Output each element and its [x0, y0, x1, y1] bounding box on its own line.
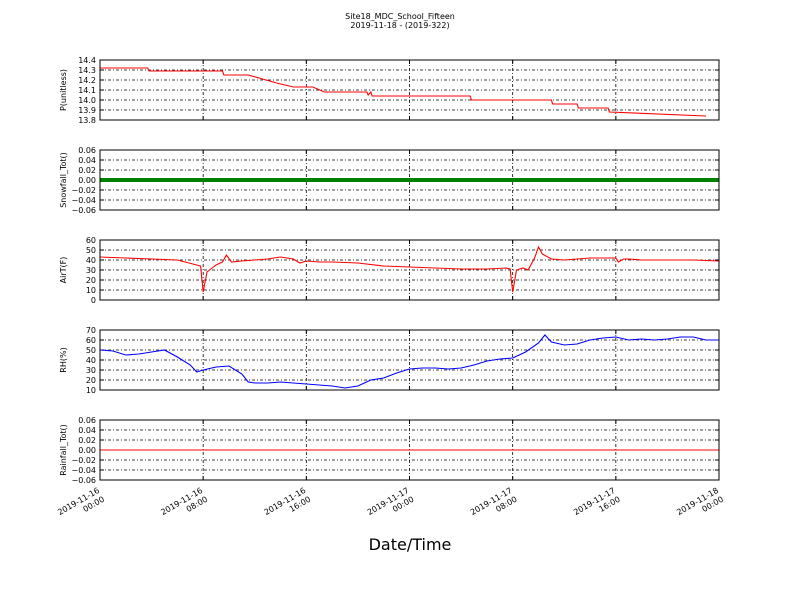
x-tick-label: 2019-11-1608:00 [159, 486, 209, 526]
y-tick-label: −0.04 [71, 466, 96, 475]
y-tick-label: 14.2 [78, 76, 96, 85]
y-tick-label: 60 [86, 236, 96, 245]
y-tick-label: −0.06 [71, 476, 96, 485]
y-tick-label: 30 [86, 366, 96, 375]
y-tick-label: 50 [86, 346, 96, 355]
x-tick-label: 2019-11-1716:00 [572, 486, 622, 526]
axes-frame [99, 419, 720, 481]
y-tick-label: 50 [86, 246, 96, 255]
y-tick-label: −0.02 [71, 456, 96, 465]
y-tick-label: 30 [86, 266, 96, 275]
y-tick-label: 0.04 [78, 156, 96, 165]
y-axis-label: P(unitless) [59, 69, 68, 111]
y-tick-label: 0.04 [78, 426, 96, 435]
axes-frame [99, 149, 720, 211]
series-line [100, 67, 707, 117]
y-tick-label: 0.06 [78, 416, 96, 425]
y-tick-label: 60 [86, 336, 96, 345]
y-tick-label: −0.02 [71, 186, 96, 195]
panel-2: −0.06−0.04−0.020.000.020.040.06 Snowfall_… [59, 146, 720, 215]
panel-5: −0.06−0.04−0.020.000.020.040.06 Rainfall_… [59, 416, 720, 485]
y-tick-label: 0 [91, 296, 96, 305]
y-tick-label: 20 [86, 276, 96, 285]
y-tick-label: 14.3 [78, 66, 96, 75]
x-tick-label: 2019-11-1600:00 [56, 486, 106, 526]
y-axis-label: Snowfall_Tot() [59, 152, 68, 208]
panel-1: 13.813.914.014.114.214.314.4 P(unitless) [59, 56, 720, 125]
y-tick-label: 14.0 [78, 96, 96, 105]
y-tick-label: 14.1 [78, 86, 96, 95]
y-tick-label: 0.00 [78, 446, 96, 455]
x-tick-label: 2019-11-1616:00 [263, 486, 313, 526]
axes-frame [99, 239, 720, 301]
series-line [99, 334, 719, 389]
y-tick-label: −0.06 [71, 206, 96, 215]
y-tick-label: 40 [86, 256, 96, 265]
y-tick-label: 0.06 [78, 146, 96, 155]
y-tick-label: −0.04 [71, 196, 96, 205]
series-line [99, 245, 720, 293]
y-tick-label: 10 [86, 386, 96, 395]
y-tick-label: 13.9 [78, 106, 96, 115]
y-tick-label: 13.8 [78, 116, 96, 125]
chart-title: Site18_MDC_School_Fifteen [345, 12, 455, 21]
y-axis-label: AirT(F) [59, 257, 68, 284]
axes-frame [99, 59, 720, 121]
y-tick-label: 0.00 [78, 176, 96, 185]
y-axis-label: RH(%) [59, 347, 68, 372]
chart-subtitle: 2019-11-18 - (2019-322) [350, 21, 450, 30]
x-tick-label: 2019-11-1700:00 [366, 486, 416, 526]
x-tick-label: 2019-11-1800:00 [675, 486, 725, 526]
y-tick-label: 20 [86, 376, 96, 385]
x-axis-label: Date/Time [369, 535, 452, 554]
y-tick-label: 70 [86, 326, 96, 335]
y-axis-label: Rainfall_Tot() [59, 424, 68, 476]
y-tick-label: 14.4 [78, 56, 96, 65]
y-tick-label: 0.02 [78, 436, 96, 445]
x-tick-label: 2019-11-1708:00 [469, 486, 519, 526]
y-tick-label: 40 [86, 356, 96, 365]
y-tick-label: 10 [86, 286, 96, 295]
y-tick-label: 0.02 [78, 166, 96, 175]
axes-frame [99, 329, 720, 391]
